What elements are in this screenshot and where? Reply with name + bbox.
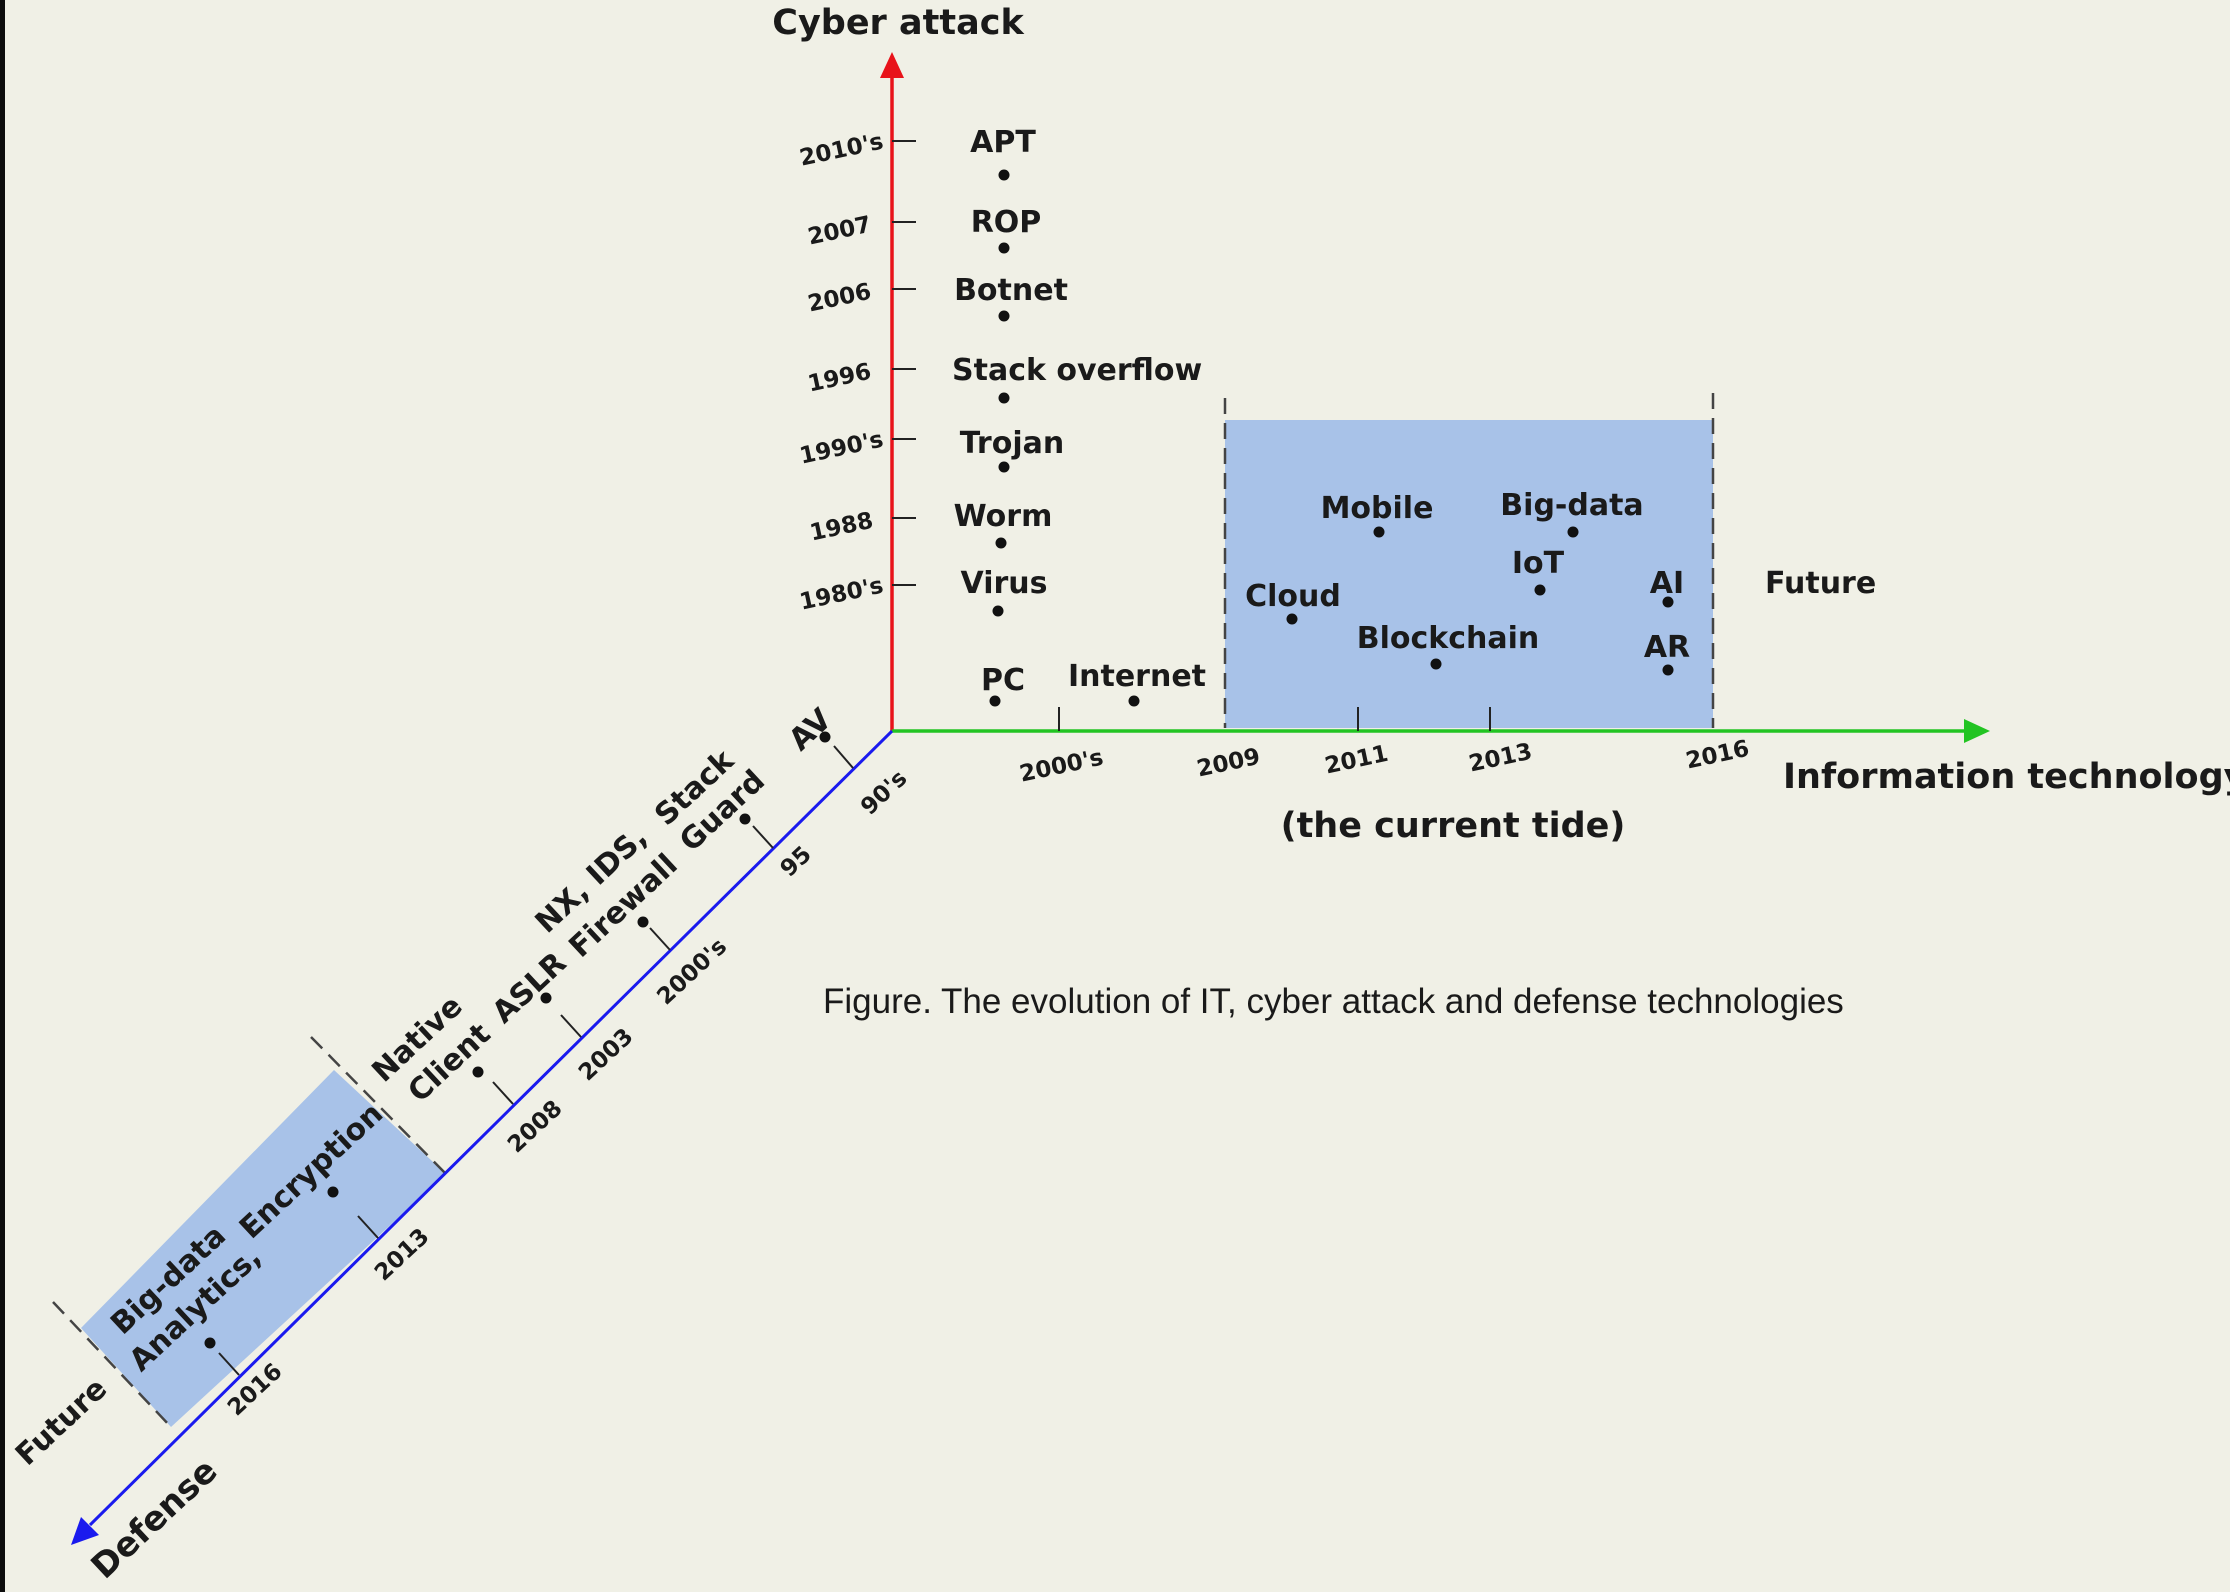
it-tick-label: 2013 [1467, 739, 1535, 778]
attack-item-worm: Worm [954, 499, 1053, 534]
defense-point [819, 731, 831, 743]
attack-item-botnet: Botnet [954, 273, 1068, 308]
defense-items: AV Stack Guard NX, IDS, Firewall ASLR Na… [104, 702, 839, 1379]
it-item-cloud: Cloud [1245, 579, 1341, 614]
attack-point [998, 461, 1010, 473]
it-axis-subtitle: (the current tide) [1281, 806, 1626, 846]
it-tick-labels: 2000's 2009 2011 2013 2016 [1017, 736, 1751, 788]
defense-axis [88, 729, 894, 1527]
it-item-ai: AI [1650, 566, 1684, 601]
it-item-internet: Internet [1068, 659, 1206, 694]
attack-point [992, 605, 1004, 617]
it-items: PC Internet Cloud Mobile Blockchain IoT … [981, 488, 1690, 707]
defense-item-aslr: ASLR [486, 946, 574, 1031]
attack-year-labels: 2010's 2007 2006 1996 1990's 1988 1980's [797, 129, 885, 616]
attack-axis-arrowhead [880, 52, 904, 78]
attack-year-label: 1988 [808, 508, 876, 547]
diagram-canvas: Cyber attack Information technology (the… [5, 0, 2230, 1592]
it-point [1662, 664, 1674, 676]
attack-point [998, 392, 1010, 404]
it-axis-ticks [1058, 707, 1491, 731]
attack-year-label: 2006 [806, 279, 874, 318]
defense-point [739, 813, 751, 825]
attack-year-label: 1990's [797, 427, 885, 470]
defense-tick-label: 95 [776, 841, 817, 882]
it-item-mobile: Mobile [1321, 491, 1434, 526]
it-axis-arrowhead [1964, 719, 1990, 743]
defense-axis-arrowhead [71, 1517, 99, 1545]
it-tick-label: 2009 [1195, 744, 1263, 783]
attack-item-virus: Virus [961, 566, 1048, 601]
figure-caption: Figure. The evolution of IT, cyber attac… [823, 982, 1844, 1021]
attack-item-apt: APT [970, 125, 1036, 160]
attack-axis-title: Cyber attack [772, 3, 1024, 43]
it-tick-label: 2016 [1684, 736, 1752, 775]
defense-future-label: Future [9, 1371, 114, 1472]
it-future-label: Future [1765, 566, 1876, 601]
it-item-ar: AR [1644, 630, 1690, 665]
it-axis-title: Information technology [1783, 757, 2230, 797]
defense-tick-label: 2003 [574, 1024, 639, 1087]
defense-item-av: AV [782, 702, 839, 758]
attack-item-trojan: Trojan [960, 426, 1064, 461]
it-point [1662, 596, 1674, 608]
it-point [1373, 526, 1385, 538]
it-point [1567, 526, 1579, 538]
attack-items: APT ROP Botnet Stack overflow Trojan Wor… [952, 125, 1202, 617]
it-item-big-data: Big-data [1500, 488, 1643, 523]
attack-year-label: 2010's [797, 129, 885, 172]
attack-year-label: 1980's [797, 573, 885, 616]
defense-point [472, 1066, 484, 1078]
defense-future-region [81, 1070, 446, 1427]
it-item-blockchain: Blockchain [1357, 621, 1540, 656]
defense-axis-ticks [218, 745, 854, 1376]
it-item-pc: PC [981, 663, 1025, 698]
attack-point [998, 169, 1010, 181]
it-point [1286, 613, 1298, 625]
it-current-tide-region [1225, 420, 1713, 728]
it-point [989, 695, 1001, 707]
attack-item-stack-overflow: Stack overflow [952, 353, 1202, 388]
it-tick-label: 2000's [1017, 745, 1105, 788]
attack-year-label: 2007 [806, 212, 874, 251]
attack-point [995, 537, 1007, 549]
defense-point [327, 1186, 339, 1198]
defense-point [204, 1337, 216, 1349]
attack-axis-ticks [892, 140, 916, 586]
defense-axis-title: Defense [84, 1451, 226, 1587]
attack-point [998, 242, 1010, 254]
attack-point [998, 310, 1010, 322]
defense-point [637, 916, 649, 928]
it-point [1430, 658, 1442, 670]
attack-year-label: 1996 [806, 359, 874, 398]
it-point [1128, 695, 1140, 707]
defense-point [540, 992, 552, 1004]
defense-tick-label: 90's [856, 765, 912, 820]
it-tick-label: 2011 [1323, 741, 1391, 780]
evolution-diagram: Cyber attack Information technology (the… [9, 3, 2230, 1587]
region-boundaries [52, 393, 1715, 1428]
attack-item-rop: ROP [971, 205, 1042, 240]
it-point [1534, 584, 1546, 596]
it-item-iot: IoT [1512, 546, 1565, 581]
